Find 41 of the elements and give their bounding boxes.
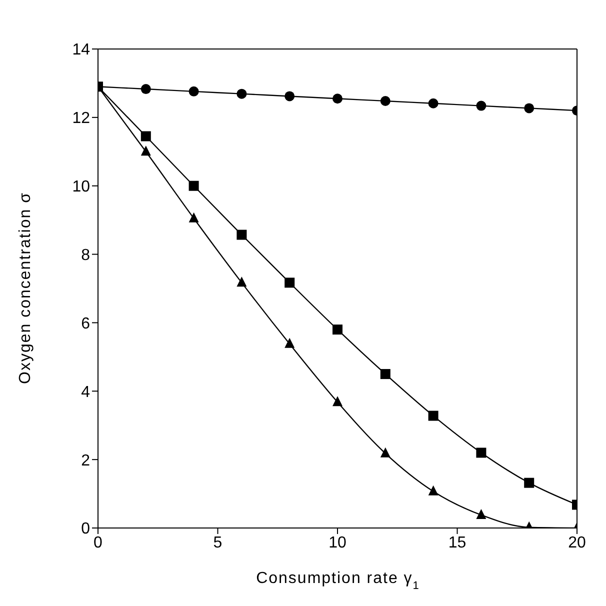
point (188, 86, 199, 96)
point (332, 94, 342, 104)
y-axis-title: Oxygen concentration σ (17, 192, 34, 384)
y-tick-label: 8 (81, 246, 90, 264)
x-tick-label: 5 (213, 534, 222, 552)
x-tick-label: 20 (568, 534, 586, 552)
point (380, 369, 390, 380)
point (284, 338, 295, 348)
point (188, 180, 199, 191)
point (140, 146, 151, 156)
x-axis-title: Consumption rate γ$_{1}$ (256, 570, 420, 592)
point (284, 91, 295, 102)
point (236, 230, 247, 240)
y-tick-label: 10 (72, 178, 90, 196)
point (428, 98, 438, 108)
point (476, 509, 486, 519)
point (332, 324, 342, 335)
y-tick-label: 0 (81, 520, 90, 538)
point (428, 485, 438, 496)
x-tick-label: 10 (328, 534, 346, 552)
point (332, 396, 342, 406)
point (428, 410, 438, 421)
point (380, 447, 390, 458)
point (524, 478, 534, 488)
point (140, 84, 151, 94)
point (476, 100, 486, 111)
x-tick-label: 15 (448, 534, 466, 552)
point (236, 88, 247, 99)
y-tick-label: 2 (81, 452, 90, 470)
point (284, 278, 295, 288)
point (236, 276, 247, 287)
point (188, 212, 199, 222)
point (476, 448, 486, 458)
point (524, 103, 534, 114)
point (380, 96, 390, 106)
y-tick-label: 14 (72, 42, 90, 59)
point (140, 131, 151, 142)
y-tick-label: 6 (81, 315, 90, 332)
y-tick-label: 12 (72, 110, 90, 128)
y-tick-label: 4 (81, 384, 90, 401)
x-tick-label: 0 (94, 534, 103, 552)
